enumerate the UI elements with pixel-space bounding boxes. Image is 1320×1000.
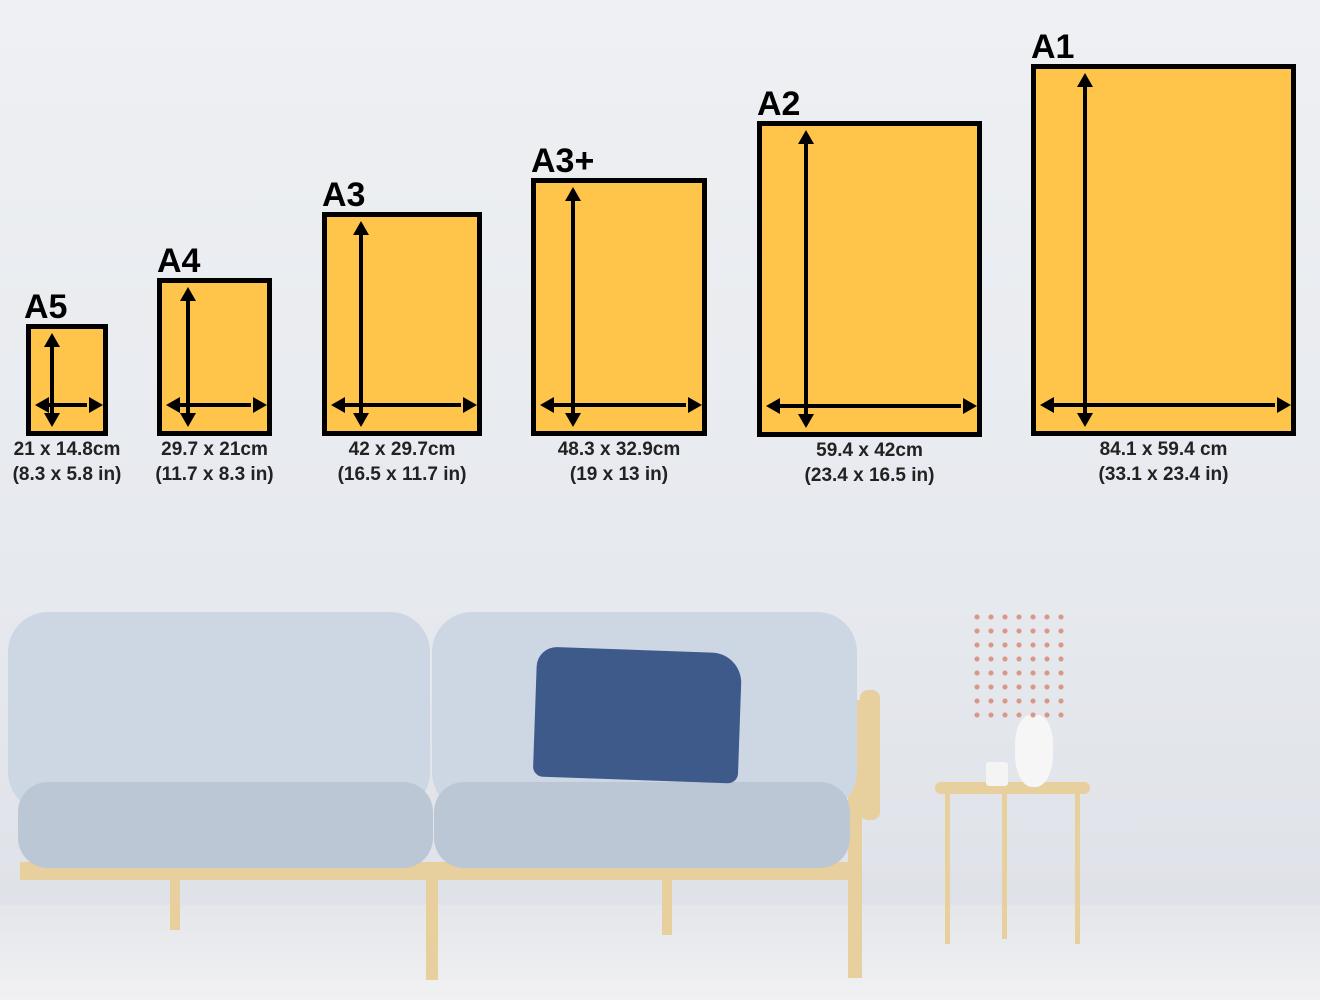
width-arrow [1052,403,1275,407]
vase [1015,715,1053,787]
imperial-dimensions: (19 x 13 in) [569,464,669,485]
arrow-up-icon [1077,73,1093,87]
arrow-right-icon [1277,397,1291,413]
height-arrow [186,297,190,417]
size-label: A5 [24,288,68,326]
imperial-dimensions: (11.7 x 8.3 in) [155,464,274,485]
frame-a5 [26,324,108,436]
size-dimensions: 84.1 x 59.4 cm (33.1 x 23.4 in) [1099,437,1229,487]
size-dimensions: 59.4 x 42cm (23.4 x 16.5 in) [805,438,935,488]
arrow-up-icon [180,287,196,301]
arrow-down-icon [1077,413,1093,427]
metric-dimensions: 48.3 x 32.9cm [557,439,681,460]
width-arrow [178,403,251,407]
arrow-left-icon [540,397,554,413]
arrow-left-icon [331,397,345,413]
arrow-left-icon [1040,397,1054,413]
height-arrow [804,140,808,418]
arrow-right-icon [963,398,977,414]
metric-dimensions: 42 x 29.7cm [348,439,456,460]
size-label: A3+ [531,142,595,180]
arrow-down-icon [44,413,60,427]
size-dimensions: 21 x 14.8cm (8.3 x 5.8 in) [13,437,122,487]
width-arrow [778,404,961,408]
height-arrow [50,343,54,417]
width-arrow [552,403,686,407]
height-arrow [1083,83,1087,417]
size-dimensions: 48.3 x 32.9cm (19 x 13 in) [558,437,681,487]
width-arrow [343,403,461,407]
arrow-down-icon [353,413,369,427]
frame-a3 [322,212,482,436]
size-label: A2 [757,85,801,123]
imperial-dimensions: (16.5 x 11.7 in) [337,464,467,485]
arrow-up-icon [798,130,814,144]
metric-dimensions: 59.4 x 42cm [816,440,923,461]
arrow-right-icon [688,397,702,413]
arrow-up-icon [565,187,581,201]
arrow-left-icon [766,398,780,414]
arrow-down-icon [180,413,196,427]
size-dimensions: 42 x 29.7cm (16.5 x 11.7 in) [338,437,467,487]
frame-a2 [757,121,982,437]
size-label: A4 [157,242,201,280]
frame-a4 [157,278,272,436]
arrow-up-icon [353,221,369,235]
arrow-right-icon [253,397,267,413]
height-arrow [359,231,363,417]
arrow-right-icon [463,397,477,413]
size-dimensions: 29.7 x 21cm (11.7 x 8.3 in) [155,437,273,487]
width-arrow [47,403,87,407]
metric-dimensions: 84.1 x 59.4 cm [1099,439,1228,460]
arrow-down-icon [565,413,581,427]
imperial-dimensions: (33.1 x 23.4 in) [1098,464,1229,485]
arrow-right-icon [89,397,103,413]
frame-a3-plus [531,178,707,436]
flowers [970,610,1065,720]
arrow-left-icon [166,397,180,413]
size-label: A3 [322,176,366,214]
imperial-dimensions: (23.4 x 16.5 in) [804,465,935,486]
floor [0,905,1320,1000]
metric-dimensions: 21 x 14.8cm [13,439,121,460]
metric-dimensions: 29.7 x 21cm [161,439,268,460]
imperial-dimensions: (8.3 x 5.8 in) [12,464,122,485]
arrow-up-icon [44,333,60,347]
frame-a1 [1031,64,1296,436]
size-label: A1 [1031,28,1075,66]
cushion [532,646,743,784]
arrow-down-icon [798,414,814,428]
arrow-left-icon [35,397,49,413]
height-arrow [571,197,575,417]
